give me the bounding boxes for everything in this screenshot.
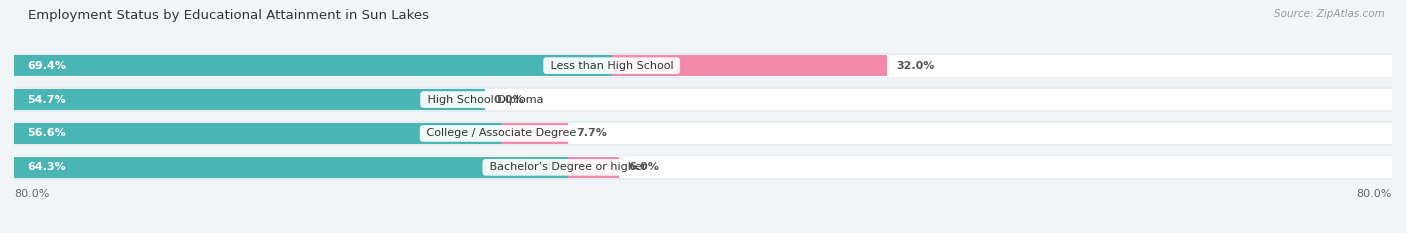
Text: 0.0%: 0.0%: [494, 95, 524, 105]
Text: 69.4%: 69.4%: [27, 61, 66, 71]
Text: 80.0%: 80.0%: [14, 189, 49, 199]
Bar: [612, 55, 887, 76]
Bar: [14, 123, 502, 144]
Bar: [14, 55, 612, 76]
Bar: [14, 87, 1392, 112]
Text: Less than High School: Less than High School: [547, 61, 676, 71]
Bar: [14, 123, 1392, 144]
Bar: [14, 89, 485, 110]
Bar: [14, 121, 1392, 146]
Text: 32.0%: 32.0%: [896, 61, 934, 71]
Text: Employment Status by Educational Attainment in Sun Lakes: Employment Status by Educational Attainm…: [28, 9, 429, 22]
Text: 64.3%: 64.3%: [27, 162, 66, 172]
Bar: [14, 55, 1392, 76]
Text: College / Associate Degree: College / Associate Degree: [423, 128, 579, 138]
Text: High School Diploma: High School Diploma: [423, 95, 547, 105]
Text: 80.0%: 80.0%: [1357, 189, 1392, 199]
Bar: [14, 155, 1392, 180]
Bar: [14, 53, 1392, 78]
Bar: [14, 157, 568, 178]
Text: 56.6%: 56.6%: [27, 128, 66, 138]
Text: 54.7%: 54.7%: [27, 95, 66, 105]
Bar: [568, 157, 620, 178]
Text: 6.0%: 6.0%: [628, 162, 659, 172]
Text: Source: ZipAtlas.com: Source: ZipAtlas.com: [1274, 9, 1385, 19]
Text: 7.7%: 7.7%: [576, 128, 607, 138]
Bar: [14, 157, 1392, 178]
Bar: [14, 89, 1392, 110]
Text: Bachelor’s Degree or higher: Bachelor’s Degree or higher: [486, 162, 650, 172]
Bar: [502, 123, 568, 144]
